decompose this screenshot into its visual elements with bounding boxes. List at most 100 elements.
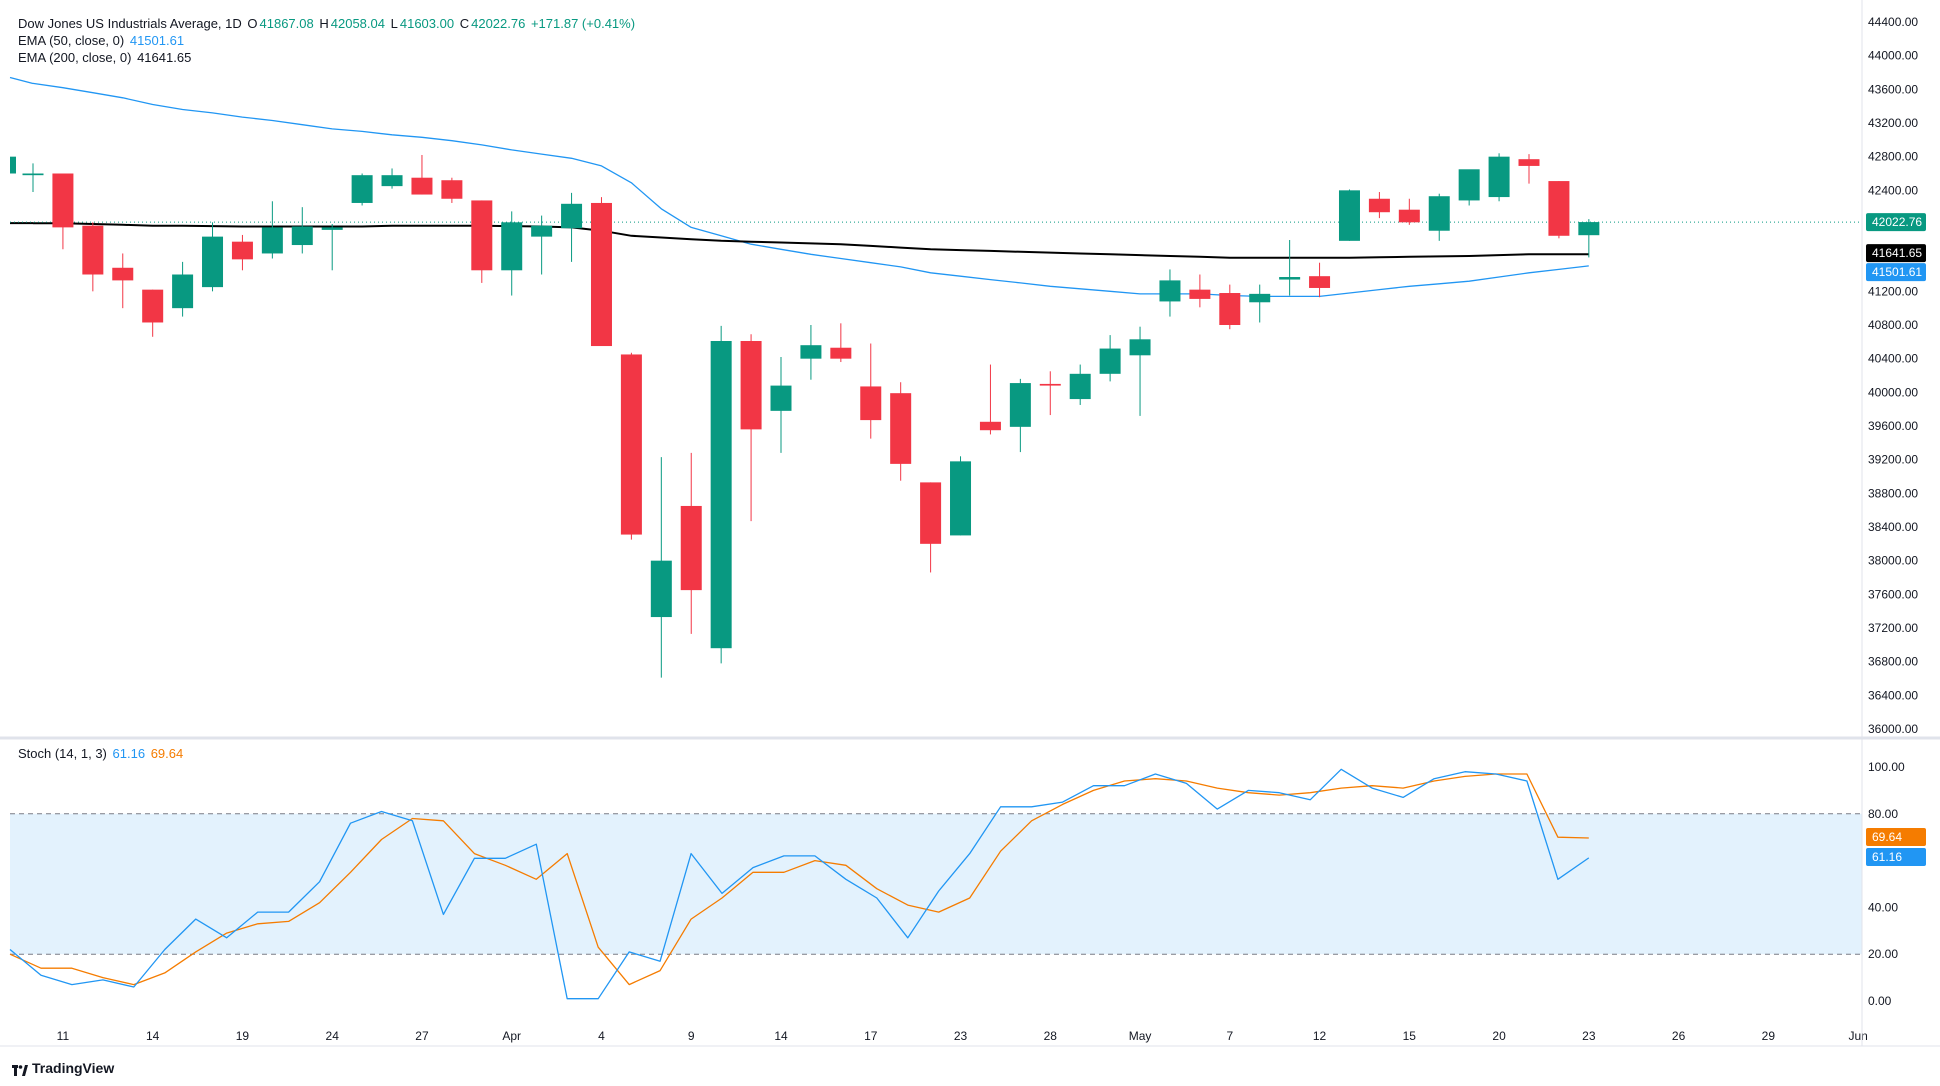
price-tick-label: 40800.00 [1868,318,1918,332]
ema50-price-tag-bg [1866,263,1926,282]
tradingview-logo-icon [12,1063,28,1076]
candle-body-up [22,173,44,176]
change-value: +171.87 (+0.41%) [530,16,636,31]
price-tick-label: 43200.00 [1868,116,1918,130]
time-tick-label: Apr [502,1029,521,1043]
candle-body-down [920,482,942,544]
candle-body-up [202,236,224,288]
candle-body-down [82,225,104,275]
close-label: C [459,16,470,31]
price-tick-label: 38800.00 [1868,486,1918,500]
ema200-line [33,222,1589,259]
time-tick-label: Jun [1848,1029,1867,1043]
candle-body-up [1279,277,1301,280]
time-tick-label: 23 [1582,1029,1596,1043]
stoch-legend-row[interactable]: Stoch (14, 1, 3) 61.16 69.64 [18,746,185,761]
candle-body-down [471,200,493,271]
stoch-d-line [9,773,1589,986]
candle-body-down [142,289,164,323]
price-tick-label: 42800.00 [1868,150,1918,164]
candle-body-up [1428,196,1450,231]
time-axis[interactable]: 11 14 19 24 27 Apr 4 9 14 17 23 28 May 7 12 15 20 23 26 29 J… [57,1029,1868,1043]
symbol-title[interactable]: Dow Jones US Industrials Average, 1D [18,16,242,31]
candle-body-down [52,173,74,228]
time-tick-label: 9 [688,1029,695,1043]
high-label: H [319,16,329,31]
candle-body-down [231,241,253,260]
candle-body-up [1099,348,1121,374]
price-tick-label: 36400.00 [1868,688,1918,702]
candle-body-down [112,267,134,281]
candle-body-up [172,274,194,309]
candle-body-up [800,345,822,359]
time-tick-label: 19 [236,1029,250,1043]
ema50-line [32,82,1589,298]
high-value: 42058.04 [330,16,385,31]
candle-body-down [1219,293,1241,325]
time-tick-label: 29 [1762,1029,1776,1043]
candle-body-down [1039,383,1061,386]
ema200-legend-row[interactable]: EMA (200, close, 0) 41641.65 [18,50,193,65]
stoch-k-line [9,768,1590,1000]
close-value: 42022.76 [471,16,526,31]
candle-body-up [1338,190,1360,241]
price-tick-label: 40400.00 [1868,352,1918,366]
stoch-tick-label: 40.00 [1868,900,1898,914]
candle-body-up [1129,339,1151,356]
time-tick-label: 28 [1044,1029,1058,1043]
ema50-value: 41501.61 [129,33,185,48]
tradingview-logo-text: TradingView [32,1060,115,1076]
candle-body-down [979,421,1001,431]
price-tick-label: 36000.00 [1868,722,1918,736]
time-tick-label: 14 [146,1029,160,1043]
ema200-label: EMA (200, close, 0) [18,50,132,65]
time-tick-label: 7 [1226,1029,1233,1043]
time-tick-label: 14 [774,1029,788,1043]
ema50-line-lead [9,76,34,85]
price-tick-label: 42400.00 [1868,183,1918,197]
candle-body-partial [10,156,16,174]
price-tick-label: 38400.00 [1868,520,1918,534]
main-legend-row: Dow Jones US Industrials Average, 1D O 41… [18,16,637,31]
price-tick-label: 44000.00 [1868,49,1918,63]
price-tick-label: 39600.00 [1868,419,1918,433]
candle-body-up [1159,280,1181,302]
stoch-d-value: 69.64 [150,746,184,761]
time-tick-label: 17 [864,1029,878,1043]
time-tick-label: May [1129,1029,1152,1043]
ema200-value: 41641.65 [137,50,192,65]
candle-body-down [1309,276,1331,288]
tradingview-logo[interactable]: TradingView [12,1060,114,1076]
candle-body-up [1009,383,1031,427]
time-tick-label: 26 [1672,1029,1686,1043]
ema200-price-tag: 41641.65 [1872,246,1922,260]
time-tick-label: 12 [1313,1029,1327,1043]
candle-body-up [1249,293,1271,303]
stoch-k-tag-bg [1866,848,1926,867]
candle-body-up [950,461,972,536]
candle-body-up [650,560,672,618]
price-axis[interactable]: 44400.00 44000.00 43600.00 43200.00 42800.00… [1868,15,1918,736]
time-tick-label: 24 [326,1029,340,1043]
candle-body-up [531,225,553,237]
candle-body-up [291,226,313,246]
price-tags: 42022.76 41641.65 41501.61 69.64 61.16 [1866,213,1926,867]
price-tick-label: 39200.00 [1868,453,1918,467]
open-label: O [247,16,258,31]
candle-body-up [1458,169,1480,201]
ema50-price-tag: 41501.61 [1872,265,1922,279]
candle-body-down [411,177,433,195]
ema50-legend-row[interactable]: EMA (50, close, 0) 41501.61 [18,33,186,48]
stochastic-pane [9,768,1862,1000]
stoch-tick-label: 100.00 [1868,760,1905,774]
stoch-k-tag: 61.16 [1872,850,1902,864]
candle-body-up [381,175,403,187]
price-tick-label: 44400.00 [1868,15,1918,29]
candle-body-up [770,385,792,411]
stoch-tick-label: 80.00 [1868,807,1898,821]
time-tick-label: 27 [415,1029,429,1043]
candle-body-down [1189,289,1211,299]
stoch-band-fill [10,813,1862,955]
open-value: 41867.08 [259,16,314,31]
